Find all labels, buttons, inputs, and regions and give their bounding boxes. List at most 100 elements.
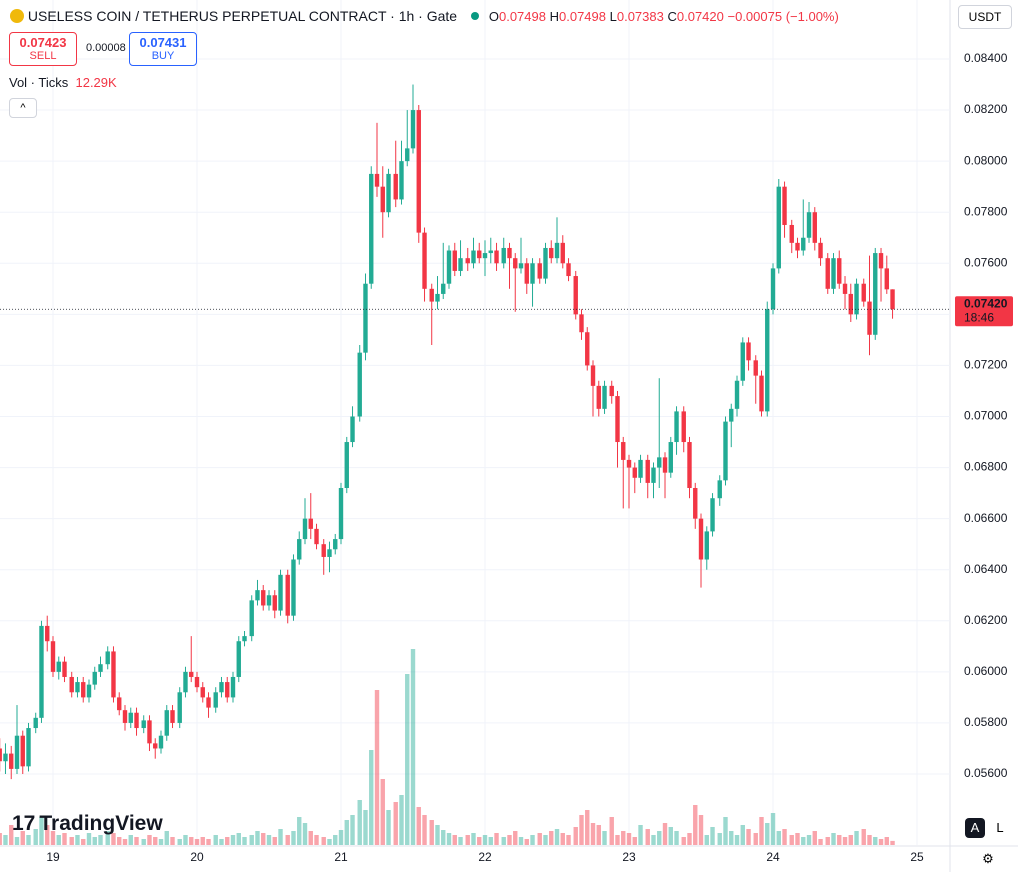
candle-body xyxy=(806,212,812,238)
volume-bar xyxy=(795,833,800,845)
candle-body xyxy=(194,676,200,688)
buy-button[interactable]: 0.07431 BUY xyxy=(129,32,197,66)
candle-body xyxy=(465,258,470,264)
volume-bar xyxy=(350,815,355,845)
candle-body xyxy=(507,247,512,259)
candle-body xyxy=(92,671,97,685)
volume-bar xyxy=(890,840,895,845)
candle-body xyxy=(458,258,463,271)
candle-body xyxy=(189,671,194,677)
candle-body xyxy=(272,595,277,611)
volume-bar xyxy=(753,833,758,845)
currency-button[interactable]: USDT xyxy=(958,5,1012,29)
volume-bar xyxy=(183,835,188,845)
candle-body xyxy=(638,459,643,478)
candle-body xyxy=(405,148,410,162)
volume-bar xyxy=(782,829,787,845)
volume-bar xyxy=(363,810,368,845)
candle-body xyxy=(344,442,349,489)
volume-bar xyxy=(170,837,175,845)
volume-bar xyxy=(626,833,632,845)
candle-body xyxy=(524,263,529,284)
log-label: L xyxy=(996,820,1004,835)
volume-bar xyxy=(380,779,385,845)
candle-body xyxy=(710,498,715,532)
volume-bar xyxy=(801,837,806,845)
volume-bar xyxy=(765,823,770,845)
y-tick-label: 0.07200 xyxy=(964,358,1008,372)
candle-body xyxy=(452,250,457,271)
volume-bar xyxy=(20,831,25,845)
volume-bar xyxy=(39,817,44,845)
volume-bar xyxy=(249,835,254,845)
volume-bar xyxy=(759,817,764,845)
market-status xyxy=(470,12,479,20)
y-tick-label: 0.06600 xyxy=(964,511,1008,525)
candle-body xyxy=(321,544,326,557)
l-key: L xyxy=(609,9,617,24)
volume-bar xyxy=(543,835,548,845)
candle-body xyxy=(374,173,380,187)
candle-body xyxy=(158,735,164,749)
candle-body xyxy=(261,590,266,606)
y-tick-label: 0.08400 xyxy=(964,51,1008,65)
volume-bar xyxy=(81,839,86,845)
candle-body xyxy=(410,110,416,149)
volume-bar xyxy=(878,839,884,845)
candle-body xyxy=(3,753,8,762)
candle-body xyxy=(674,411,679,443)
candle-body xyxy=(98,664,103,672)
volume-bar xyxy=(812,831,817,845)
volume-bar xyxy=(321,837,326,845)
volume-bar xyxy=(285,835,290,845)
candle-body xyxy=(308,518,313,529)
volume-bar xyxy=(693,805,698,845)
candle-body xyxy=(704,531,709,560)
candle-body xyxy=(399,161,404,200)
y-tick-label: 0.05800 xyxy=(964,715,1008,729)
volume-bar xyxy=(471,833,476,845)
volume-bar xyxy=(3,835,8,845)
candle-body xyxy=(56,661,61,672)
collapse-button[interactable]: ^ xyxy=(9,98,37,118)
candle-body xyxy=(62,661,67,677)
volume-bar xyxy=(602,831,607,845)
candle-body xyxy=(482,253,488,259)
candle-body xyxy=(645,459,650,483)
candle-body xyxy=(560,242,565,264)
symbol-title: USELESS COIN / TETHERUS PERPETUAL CONTRA… xyxy=(27,8,458,24)
volume-bar xyxy=(729,831,734,845)
log-scale[interactable]: L xyxy=(990,818,1010,838)
volume-bar xyxy=(674,831,679,845)
volume-bar xyxy=(482,835,488,845)
candle-body xyxy=(33,717,38,729)
volume-bar xyxy=(818,839,823,845)
volume-bar xyxy=(86,833,92,845)
candle-body xyxy=(698,518,704,560)
auto-scale[interactable]: A xyxy=(965,818,985,838)
x-tick-label: 25 xyxy=(910,850,924,864)
candle-body xyxy=(422,232,427,289)
volume-bar xyxy=(177,839,182,845)
brand-logo: 17 xyxy=(12,812,36,835)
candle-body xyxy=(789,224,794,243)
candle-body xyxy=(147,720,152,744)
candle-body xyxy=(297,539,302,560)
candle-body xyxy=(848,293,853,315)
candle-body xyxy=(369,173,374,284)
candle-body xyxy=(363,283,368,353)
candle-body xyxy=(26,728,31,767)
volume-bar xyxy=(621,831,626,845)
volume-bar xyxy=(615,835,620,845)
candle-body xyxy=(0,748,2,762)
volume-bar xyxy=(585,810,590,845)
y-tick-label: 0.08200 xyxy=(964,102,1008,116)
volume-bar xyxy=(200,837,205,845)
candle-body xyxy=(393,173,398,200)
settings-button[interactable]: ⚙ xyxy=(978,850,998,868)
sell-button[interactable]: 0.07423 SELL xyxy=(9,32,77,66)
volume-bar xyxy=(441,830,446,845)
price-badge xyxy=(955,296,1013,327)
volume-bar xyxy=(164,831,169,845)
